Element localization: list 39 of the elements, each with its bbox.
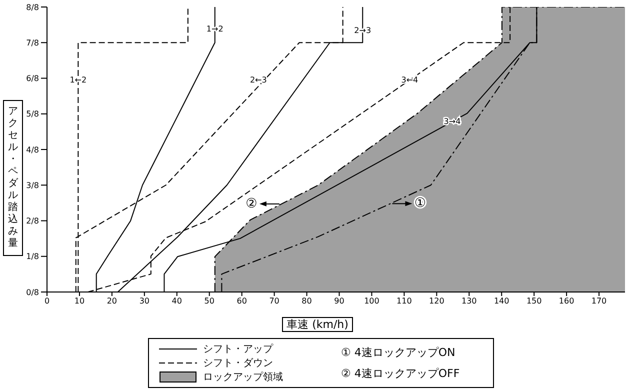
y-tick-label: 3/8	[26, 180, 39, 190]
annotation: 1←2	[70, 75, 87, 84]
x-tick-label: 10	[74, 296, 85, 306]
y-tick-label: 0/8	[26, 288, 39, 297]
x-tick-label: 90	[334, 296, 344, 306]
x-tick-label: 130	[461, 296, 477, 306]
x-axis-title: 車速 (km/h)	[282, 317, 354, 332]
x-tick-label: 80	[302, 296, 312, 306]
x-tick-label: 70	[269, 296, 280, 306]
text: アクセル・ペダル踏込み量	[8, 106, 18, 249]
text: ① 4速ロックアップON	[341, 345, 456, 360]
y-tick-label: 1/8	[26, 252, 39, 262]
y-tick-label: 5/8	[26, 110, 39, 119]
x-tick-label: 150	[526, 296, 542, 306]
x-tick-label: 120	[429, 296, 444, 306]
annotation: ②	[246, 196, 258, 212]
x-tick-label: 170	[591, 296, 607, 306]
y-tick-label: 4/8	[26, 145, 39, 154]
annotation: 3←4	[401, 75, 418, 84]
text: ② 4速ロックアップOFF	[341, 366, 461, 381]
x-tick-label: 60	[236, 296, 247, 306]
annotation: 2←3	[250, 75, 267, 84]
legend-label: シフト・アップ	[203, 342, 273, 356]
y-tick-label: 2/8	[26, 216, 39, 226]
x-tick-label: 20	[106, 296, 118, 306]
x-tick-label: 30	[139, 296, 150, 306]
y-tick-label: 8/8	[26, 2, 39, 12]
x-tick-label: 40	[172, 296, 182, 306]
x-tick-label: 0	[44, 296, 50, 306]
annotation: ①	[414, 196, 426, 212]
x-tick-label: 100	[364, 296, 380, 306]
legend-label: シフト・ダウン	[203, 357, 273, 370]
x-tick-label: 110	[396, 296, 412, 306]
x-tick-label: 160	[558, 296, 574, 306]
x-tick-label: 140	[494, 296, 510, 306]
x-tick-label: 50	[204, 296, 214, 306]
y-tick-label: 6/8	[26, 74, 39, 84]
legend-label: ロックアップ領域	[203, 370, 283, 384]
y-tick-label: 7/8	[26, 38, 39, 48]
